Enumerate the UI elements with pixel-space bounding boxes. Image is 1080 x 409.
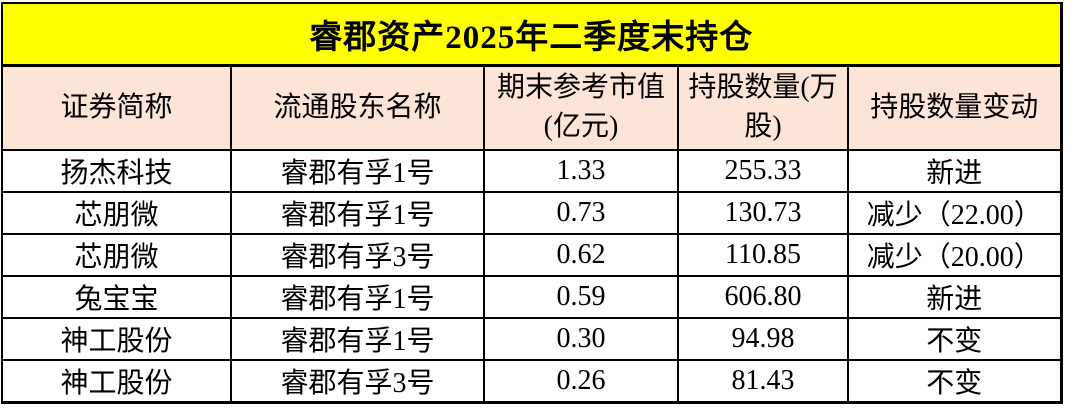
- header-cell-share-change: 持股数量变动: [846, 64, 1063, 151]
- holdings-table: 睿郡资产2025年二季度末持仓 证券简称 流通股东名称 期末参考市值 (亿元) …: [0, 2, 1063, 404]
- cell-security-name: 芯朋微: [1, 191, 232, 235]
- cell-market-value: 0.62: [483, 233, 679, 277]
- cell-holder-name: 睿郡有孚3号: [230, 233, 485, 277]
- cell-security-name: 扬杰科技: [1, 149, 232, 193]
- cell-security-name: 神工股份: [1, 359, 232, 404]
- cell-share-count: 110.85: [677, 233, 849, 277]
- table-row: 扬杰科技 睿郡有孚1号 1.33 255.33 新进: [1, 149, 1063, 193]
- cell-holder-name: 睿郡有孚1号: [230, 149, 485, 193]
- cell-market-value: 0.59: [483, 275, 679, 319]
- table-title-row: 睿郡资产2025年二季度末持仓: [0, 2, 1063, 67]
- cell-share-change: 减少（20.00）: [846, 233, 1063, 277]
- cell-share-change: 不变: [846, 317, 1063, 361]
- cell-share-count: 255.33: [677, 149, 849, 193]
- header-cell-share-count: 持股数量(万 股): [677, 64, 849, 151]
- table-header-row: 证券简称 流通股东名称 期末参考市值 (亿元) 持股数量(万 股) 持股数量变动: [1, 64, 1063, 151]
- cell-share-change: 新进: [846, 149, 1063, 193]
- cell-share-count: 606.80: [677, 275, 849, 319]
- table-row: 兔宝宝 睿郡有孚1号 0.59 606.80 新进: [1, 275, 1063, 319]
- cell-security-name: 神工股份: [1, 317, 232, 361]
- table-row: 神工股份 睿郡有孚3号 0.26 81.43 不变: [1, 359, 1063, 404]
- cell-holder-name: 睿郡有孚1号: [230, 191, 485, 235]
- cell-market-value: 0.30: [483, 317, 679, 361]
- cell-security-name: 芯朋微: [1, 233, 232, 277]
- cell-holder-name: 睿郡有孚3号: [230, 359, 485, 404]
- cell-share-change: 新进: [846, 275, 1063, 319]
- cell-share-change: 减少（22.00）: [846, 191, 1063, 235]
- spreadsheet-area: 睿郡资产2025年二季度末持仓 证券简称 流通股东名称 期末参考市值 (亿元) …: [0, 2, 1063, 404]
- cell-market-value: 1.33: [483, 149, 679, 193]
- cell-holder-name: 睿郡有孚1号: [230, 317, 485, 361]
- cell-market-value: 0.73: [483, 191, 679, 235]
- table-row: 神工股份 睿郡有孚1号 0.30 94.98 不变: [1, 317, 1063, 361]
- cell-holder-name: 睿郡有孚1号: [230, 275, 485, 319]
- table-title: 睿郡资产2025年二季度末持仓: [0, 2, 1063, 67]
- cell-market-value: 0.26: [483, 359, 679, 404]
- cell-share-count: 130.73: [677, 191, 849, 235]
- cell-share-count: 94.98: [677, 317, 849, 361]
- header-cell-holder-name: 流通股东名称: [230, 64, 485, 151]
- table-row: 芯朋微 睿郡有孚3号 0.62 110.85 减少（20.00）: [1, 233, 1063, 277]
- cell-share-count: 81.43: [677, 359, 849, 404]
- cell-share-change: 不变: [846, 359, 1063, 404]
- cell-security-name: 兔宝宝: [1, 275, 232, 319]
- header-cell-security-name: 证券简称: [1, 64, 232, 151]
- header-cell-market-value: 期末参考市值 (亿元): [483, 64, 679, 151]
- table-row: 芯朋微 睿郡有孚1号 0.73 130.73 减少（22.00）: [1, 191, 1063, 235]
